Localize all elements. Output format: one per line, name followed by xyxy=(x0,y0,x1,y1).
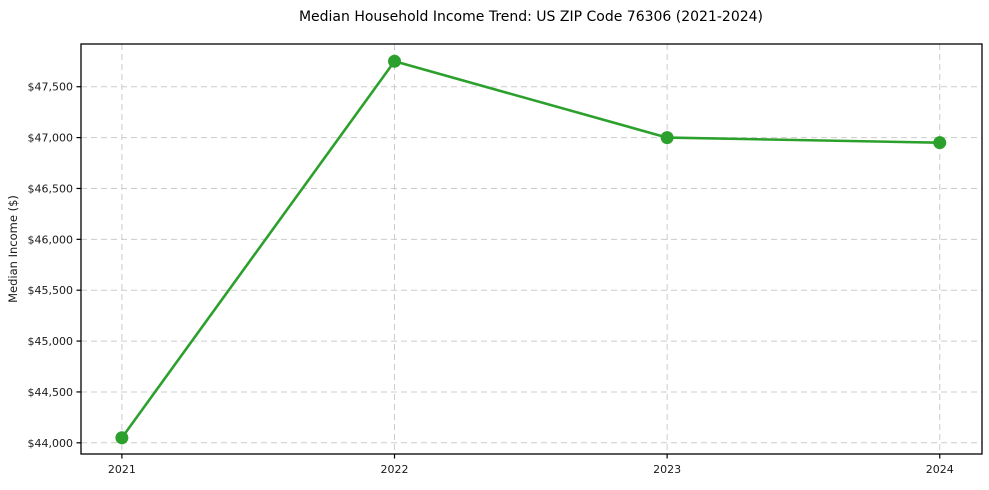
data-point xyxy=(660,131,674,145)
data-point xyxy=(933,136,947,150)
tick-labels: $44,000 $44,500 $45,000 $45,500 $46,000 $46,5… xyxy=(28,81,954,476)
y-tick-label: $46,000 xyxy=(28,233,74,246)
x-tick-label: 2023 xyxy=(653,463,681,476)
data-point xyxy=(388,54,402,68)
y-tick-label: $44,500 xyxy=(28,386,74,399)
data-points xyxy=(115,54,947,445)
trend-line xyxy=(120,59,942,440)
y-axis-title: Median Income ($) xyxy=(6,195,20,303)
x-tick-label: 2021 xyxy=(108,463,136,476)
data-point xyxy=(115,431,129,445)
grid-layer xyxy=(81,44,982,454)
y-tick-label: $45,500 xyxy=(28,284,74,297)
plot-border xyxy=(80,43,983,455)
x-tick-label: 2022 xyxy=(381,463,409,476)
y-tick-label: $47,000 xyxy=(28,132,74,145)
y-tick-label: $47,500 xyxy=(28,81,74,94)
x-tick-label: 2024 xyxy=(926,463,954,476)
y-tick-label: $46,500 xyxy=(28,182,74,195)
y-tick-label: $45,000 xyxy=(28,335,74,348)
y-tick-label: $44,000 xyxy=(28,437,74,450)
chart-title: Median Household Income Trend: US ZIP Co… xyxy=(299,9,763,25)
axis-ticks xyxy=(76,86,941,459)
